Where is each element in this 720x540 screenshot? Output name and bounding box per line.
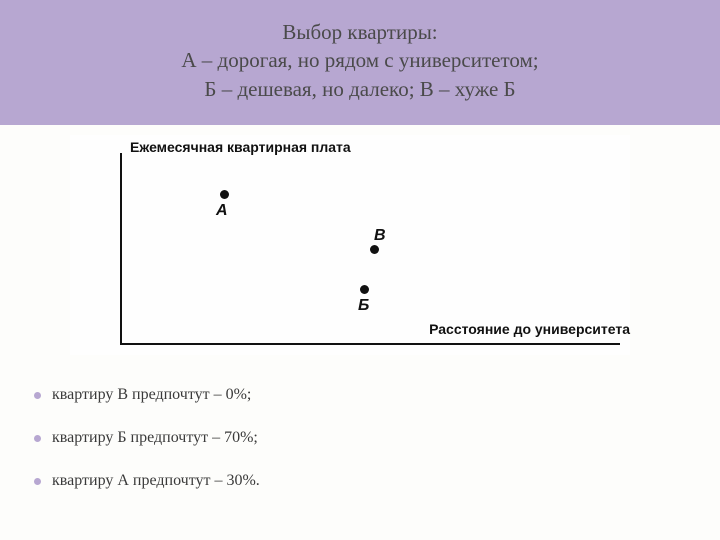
bullet-list: квартиру В предпочтут – 0%; квартиру Б п…	[30, 385, 720, 491]
header-line-2: А – дорогая, но рядом с университетом;	[20, 46, 700, 74]
header-line-3: Б – дешевая, но далеко; В – хуже Б	[20, 75, 700, 103]
list-item: квартиру Б предпочтут – 70%;	[30, 428, 720, 449]
chart-point-label: Б	[358, 297, 369, 315]
chart-point	[370, 245, 379, 254]
chart-point	[220, 190, 229, 199]
chart-point-label: А	[216, 202, 228, 220]
header-line-1: Выбор квартиры:	[20, 18, 700, 46]
header: Выбор квартиры: А – дорогая, но рядом с …	[0, 0, 720, 125]
list-item: квартиру В предпочтут – 0%;	[30, 385, 720, 406]
x-axis	[120, 343, 620, 345]
x-axis-title: Расстояние до университета	[429, 321, 630, 337]
list-item: квартиру А предпочтут – 30%.	[30, 471, 720, 492]
chart-point-label: В	[374, 227, 386, 245]
chart-point	[360, 285, 369, 294]
scatter-chart: Ежемесячная квартирная плата Расстояние …	[70, 135, 630, 355]
y-axis	[120, 153, 122, 345]
y-axis-title: Ежемесячная квартирная плата	[130, 139, 351, 155]
